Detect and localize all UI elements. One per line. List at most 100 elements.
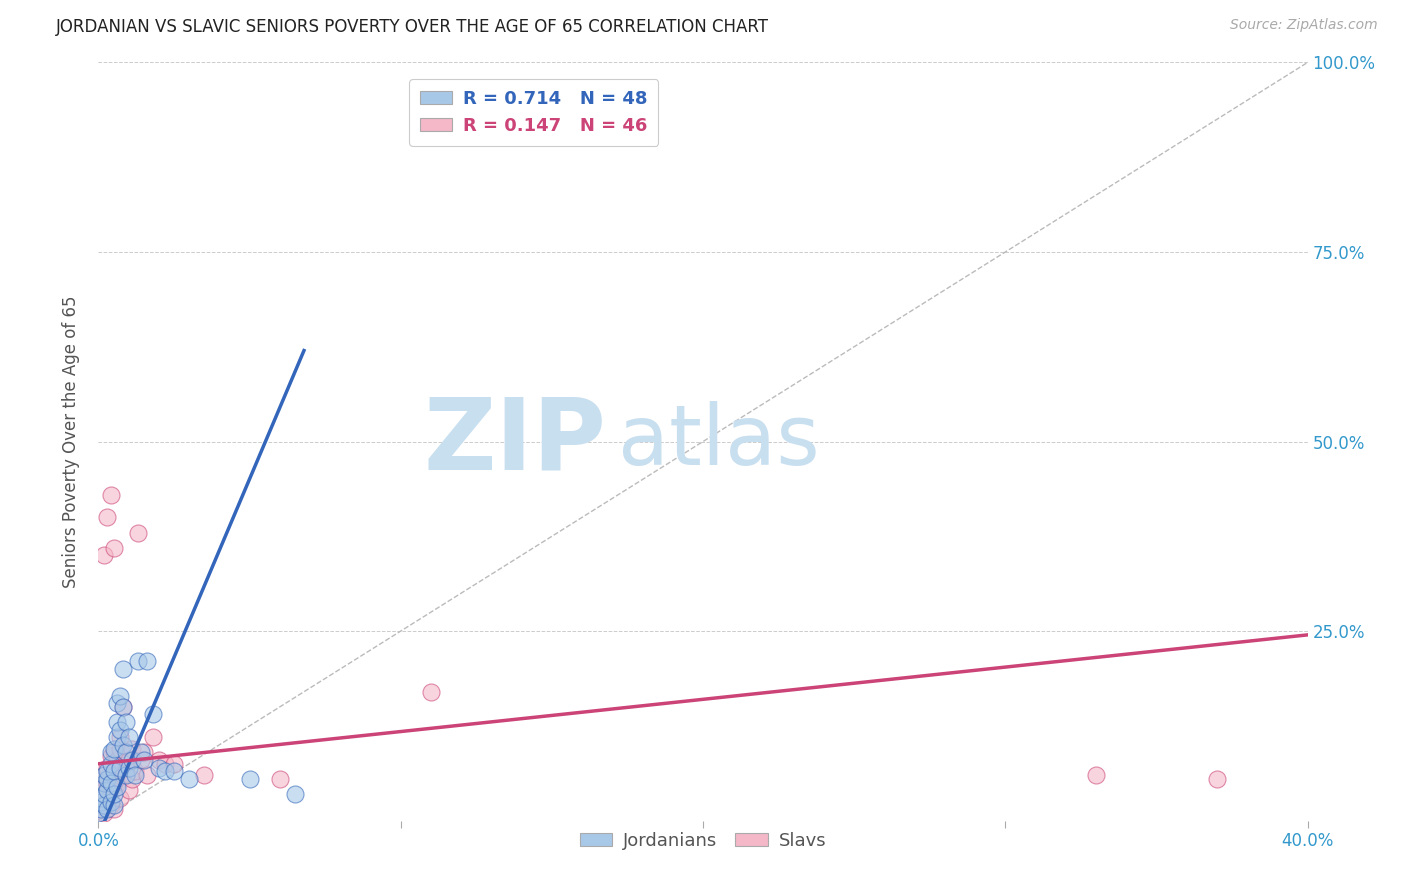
Point (127, 525, 149, 540)
Point (129, 753, 152, 767)
Point (111, 699, 134, 714)
Point (118, 730, 141, 744)
Point (100, 749, 122, 764)
Point (163, 756, 186, 771)
Point (100, 798, 122, 813)
Point (121, 753, 143, 767)
Point (108, 760, 131, 774)
Point (163, 764, 186, 779)
Point (114, 768, 136, 782)
Point (105, 696, 128, 710)
Point (118, 753, 141, 767)
Point (121, 772, 143, 786)
Point (96, 783, 118, 797)
Point (90, 791, 112, 805)
Point (93, 768, 115, 782)
Point (284, 787, 307, 801)
Point (1206, 772, 1229, 786)
Point (103, 802, 125, 816)
Point (114, 715, 136, 730)
Point (111, 768, 134, 782)
Point (96, 795, 118, 809)
Point (93, 787, 115, 801)
Point (1085, 768, 1108, 782)
Point (105, 780, 128, 794)
Point (132, 753, 155, 767)
Point (90, 802, 112, 816)
Point (103, 787, 125, 801)
Point (100, 776, 122, 790)
Point (103, 768, 125, 782)
Point (124, 764, 146, 779)
Point (93, 787, 115, 801)
Point (103, 764, 125, 779)
Point (108, 730, 131, 744)
Point (100, 756, 122, 771)
Point (90, 791, 112, 805)
Point (124, 768, 146, 782)
Point (103, 741, 125, 756)
Point (111, 662, 134, 676)
Point (111, 738, 134, 752)
Point (108, 791, 131, 805)
Point (420, 685, 443, 699)
Point (108, 723, 131, 737)
Point (135, 655, 157, 669)
Point (118, 783, 141, 797)
Text: Source: ZipAtlas.com: Source: ZipAtlas.com (1230, 18, 1378, 32)
Point (90, 795, 112, 809)
Legend: Jordanians, Slavs: Jordanians, Slavs (572, 825, 834, 857)
Point (90, 780, 112, 794)
Text: atlas: atlas (619, 401, 820, 482)
Point (111, 699, 134, 714)
Point (96, 802, 118, 816)
Point (100, 746, 122, 760)
Point (148, 753, 170, 767)
Point (239, 772, 262, 786)
Point (105, 730, 128, 744)
Point (127, 655, 149, 669)
Point (135, 768, 157, 782)
Text: JORDANIAN VS SLAVIC SENIORS POVERTY OVER THE AGE OF 65 CORRELATION CHART: JORDANIAN VS SLAVIC SENIORS POVERTY OVER… (56, 18, 769, 36)
Point (96, 764, 118, 779)
Point (87, 802, 110, 816)
Point (96, 760, 118, 774)
Point (142, 707, 165, 722)
Point (153, 756, 176, 771)
Point (132, 746, 155, 760)
Point (121, 741, 143, 756)
Point (108, 741, 131, 756)
Point (96, 510, 118, 524)
Point (103, 798, 125, 813)
Point (87, 806, 110, 821)
Point (100, 795, 122, 809)
Point (105, 715, 128, 730)
Point (269, 772, 291, 786)
Point (193, 768, 215, 782)
Point (114, 760, 136, 774)
Point (93, 776, 115, 790)
Text: ZIP: ZIP (423, 393, 606, 490)
Point (103, 746, 125, 760)
Point (90, 798, 112, 813)
Point (148, 760, 170, 774)
Point (108, 689, 131, 703)
Point (100, 783, 122, 797)
Point (96, 772, 118, 786)
Point (103, 541, 125, 555)
Point (129, 746, 152, 760)
Point (100, 487, 122, 501)
Point (153, 764, 176, 779)
Point (93, 806, 115, 821)
Point (142, 730, 165, 744)
Point (93, 768, 115, 782)
Point (93, 798, 115, 813)
Point (96, 776, 118, 790)
Point (105, 776, 128, 790)
Point (105, 753, 128, 767)
Point (179, 772, 201, 786)
Point (93, 548, 115, 563)
Point (118, 760, 141, 774)
Point (114, 746, 136, 760)
Y-axis label: Seniors Poverty Over the Age of 65: Seniors Poverty Over the Age of 65 (62, 295, 80, 588)
